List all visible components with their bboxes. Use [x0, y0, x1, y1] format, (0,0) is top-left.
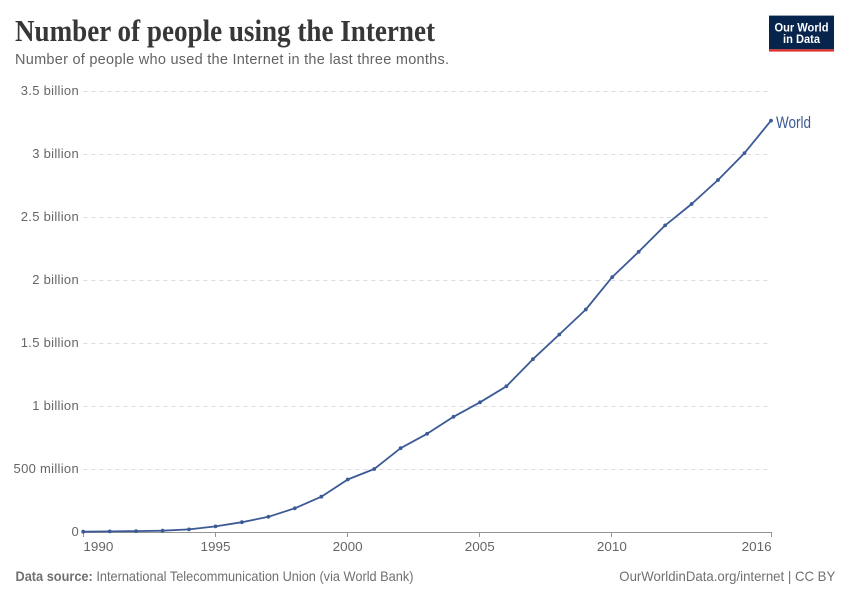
svg-text:2.5 billion: 2.5 billion	[21, 209, 79, 224]
svg-text:Our World: Our World	[775, 20, 829, 34]
svg-text:Number of people who used the: Number of people who used the Internet i…	[15, 52, 449, 68]
svg-text:2016: 2016	[742, 539, 772, 554]
svg-text:0: 0	[71, 524, 79, 539]
svg-text:1995: 1995	[201, 539, 231, 554]
svg-text:in Data: in Data	[783, 32, 820, 46]
svg-text:1.5 billion: 1.5 billion	[21, 335, 79, 350]
svg-text:500 million: 500 million	[14, 461, 79, 476]
svg-text:3 billion: 3 billion	[32, 146, 79, 161]
svg-text:Data source: International Tel: Data source: International Telecommunica…	[16, 568, 414, 584]
svg-text:OurWorldinData.org/internet |: OurWorldinData.org/internet | CC BY	[619, 569, 835, 584]
svg-text:World: World	[776, 114, 811, 132]
svg-text:1990: 1990	[83, 539, 113, 554]
svg-text:Number of people using the Int: Number of people using the Internet	[15, 13, 436, 48]
svg-text:2000: 2000	[333, 539, 363, 554]
svg-text:2005: 2005	[465, 539, 495, 554]
svg-text:2010: 2010	[597, 539, 627, 554]
svg-text:1 billion: 1 billion	[32, 398, 79, 413]
svg-text:3.5 billion: 3.5 billion	[21, 83, 79, 98]
svg-text:2 billion: 2 billion	[32, 272, 79, 287]
